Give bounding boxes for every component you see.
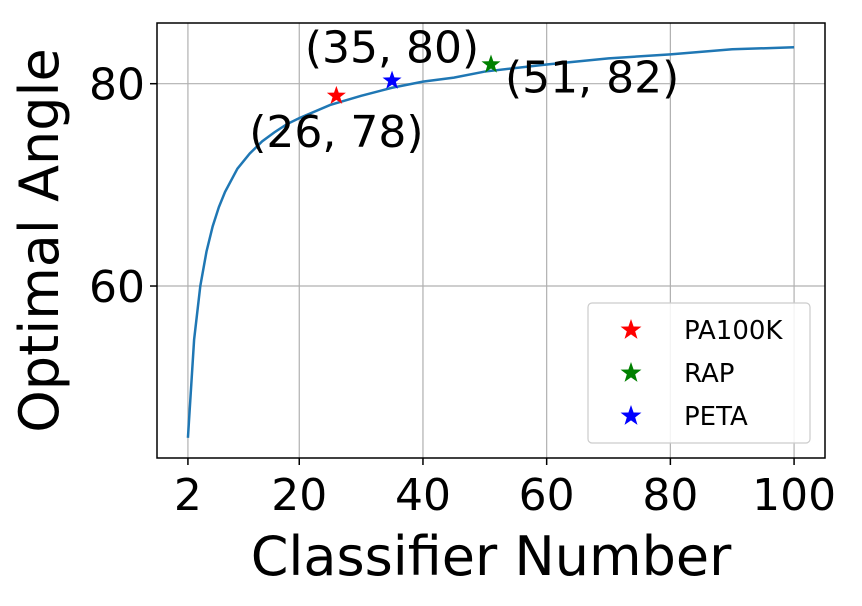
marker-rap xyxy=(481,54,501,73)
x-tick-label: 40 xyxy=(395,470,451,521)
x-tick-label: 60 xyxy=(519,470,575,521)
annotation-peta: (35, 80) xyxy=(305,23,479,74)
marker-peta xyxy=(382,70,402,89)
x-tick-label: 20 xyxy=(271,470,327,521)
x-tick-label: 80 xyxy=(642,470,698,521)
legend-label-peta: PETA xyxy=(684,402,748,432)
legend: PA100K RAP PETA xyxy=(587,302,811,444)
y-tick-label: 80 xyxy=(89,60,145,111)
legend-marker-pa100k xyxy=(620,319,642,339)
annotation-pa100k: (26, 78) xyxy=(249,107,423,158)
annotations: (26, 78) (51, 82) (35, 80) xyxy=(249,23,679,158)
x-tick-label: 100 xyxy=(752,470,836,521)
annotation-rap: (51, 82) xyxy=(505,52,679,103)
curve-line xyxy=(186,46,795,438)
marker-pa100k xyxy=(326,85,346,104)
x-tick-label: 2 xyxy=(174,470,202,521)
legend-marker-rap xyxy=(620,362,642,382)
plot-frame xyxy=(156,22,826,459)
legend-label-rap: RAP xyxy=(684,359,734,389)
x-axis-title: Classifier Number xyxy=(251,525,732,588)
grid xyxy=(157,23,825,458)
markers xyxy=(326,54,501,104)
legend-box xyxy=(587,302,811,444)
legend-marker-peta xyxy=(620,405,642,425)
y-axis-title: Optimal Angle xyxy=(8,48,71,433)
y-tick-label: 60 xyxy=(89,262,145,313)
ticks: 2 20 40 60 80 100 60 80 xyxy=(89,60,836,521)
legend-label-pa100k: PA100K xyxy=(684,316,783,346)
